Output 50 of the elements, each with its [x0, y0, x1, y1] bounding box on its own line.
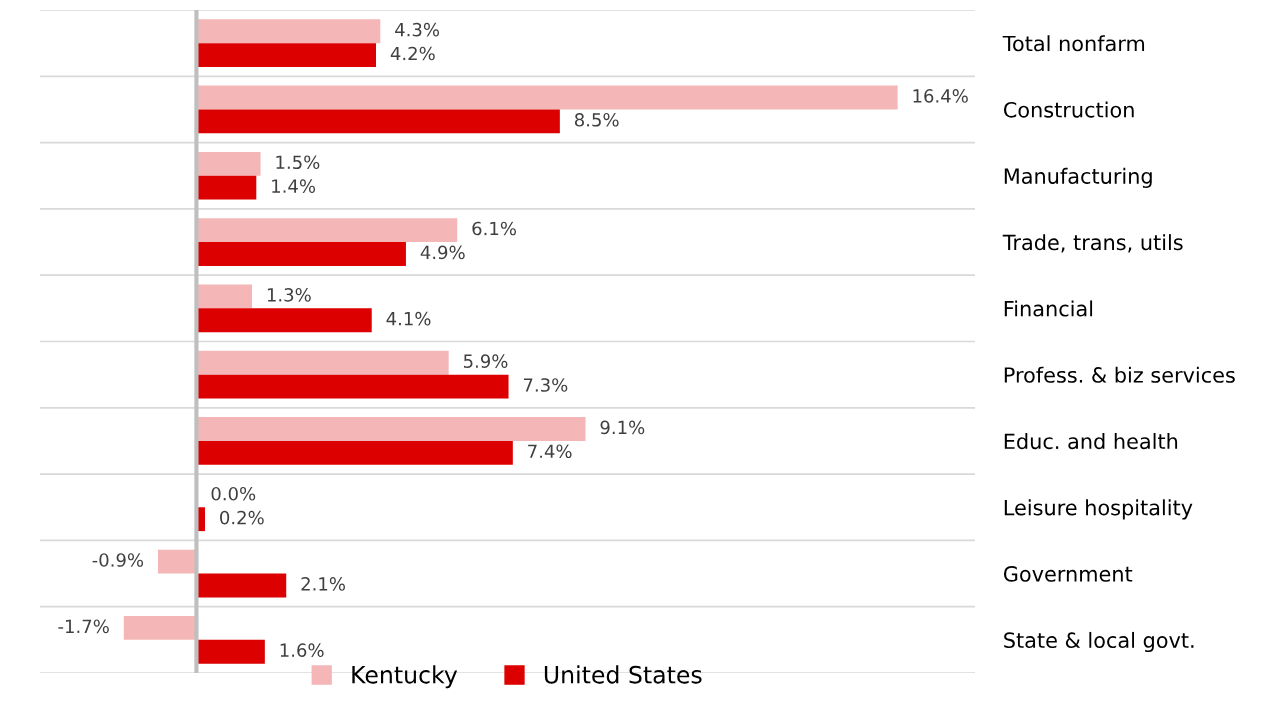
- data-label: 4.9%: [420, 245, 465, 260]
- data-label: 0.0%: [211, 486, 256, 501]
- data-label: 6.1%: [472, 221, 516, 236]
- bar: [196, 284, 253, 309]
- data-label: 0.2%: [220, 510, 264, 525]
- data-label: 1.6%: [280, 643, 324, 658]
- data-label: 1.5%: [276, 155, 320, 170]
- data-label: 8.5%: [574, 112, 619, 127]
- bar: [123, 615, 197, 640]
- data-label: 7.3%: [523, 378, 568, 392]
- bar: [196, 175, 257, 200]
- bar: [196, 440, 513, 465]
- bar: [196, 109, 560, 134]
- bar: [196, 43, 377, 68]
- data-label: 1.3%: [267, 288, 311, 302]
- data-label: -1.7%: [58, 619, 109, 634]
- data-label: 16.4%: [913, 89, 968, 103]
- y-tick-label: State & local govt.: [1004, 631, 1194, 653]
- data-label: 7.4%: [528, 444, 572, 459]
- y-tick-label: Profess. & biz services: [1004, 366, 1235, 383]
- bar: [196, 639, 265, 664]
- data-label: 9.1%: [600, 420, 645, 435]
- data-label: 5.9%: [463, 354, 508, 368]
- bar: [196, 417, 586, 441]
- bar: [196, 350, 449, 375]
- data-label: 2.1%: [301, 577, 345, 591]
- data-label: 1.4%: [272, 179, 316, 193]
- y-tick-label: Manufacturing: [1004, 167, 1152, 188]
- y-tick-label: Financial: [1004, 300, 1093, 317]
- legend-label: United States: [544, 665, 702, 684]
- bar: [196, 308, 372, 333]
- bar: [157, 549, 197, 574]
- bar: [196, 19, 381, 44]
- bar: [196, 374, 509, 399]
- data-label: 4.3%: [395, 22, 440, 37]
- legend-label: Kentucky: [352, 665, 458, 689]
- data-label: -0.9%: [92, 553, 144, 567]
- y-tick-label: Educ. and health: [1004, 433, 1178, 450]
- bar: [196, 85, 898, 110]
- data-label: 4.2%: [390, 46, 435, 61]
- y-tick-label: Trade, trans, utils: [1002, 234, 1183, 253]
- bar: [196, 573, 287, 598]
- y-tick-label: Total nonfarm: [1002, 35, 1145, 52]
- y-tick-label: Leisure hospitality: [1004, 499, 1193, 520]
- bar: [196, 242, 406, 266]
- y-tick-label: Government: [1003, 566, 1133, 582]
- bar: [196, 218, 458, 243]
- y-tick-label: Construction: [1003, 101, 1134, 118]
- data-label: 4.1%: [386, 311, 431, 326]
- bar: [196, 151, 261, 176]
